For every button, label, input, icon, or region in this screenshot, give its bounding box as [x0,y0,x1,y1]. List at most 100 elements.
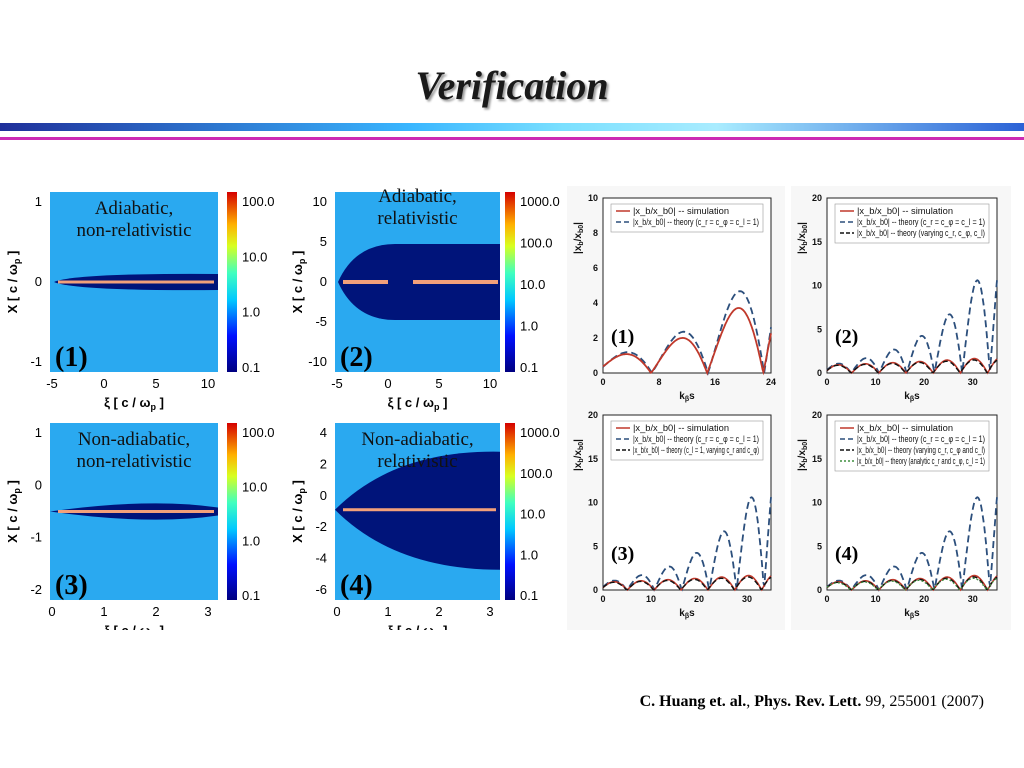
axis-subscript: b0 [802,442,809,450]
axis-bracket: ] [156,395,164,410]
line-plot-2: |x_b/x_b0| -- simulation|x_b/x_b0| -- th… [791,186,1011,413]
axis-variable: s [689,391,695,402]
legend-entry: |x_b/x_b0| -- theory (varying c_r, c_φ, … [857,228,985,238]
plot-y-tick: 20 [588,410,598,420]
density-map-2: Adiabatic,relativistic (2) 10 5 0 -5 -10 -5 0 5 10… [290,186,560,412]
citation-authors: C. Huang et. al. [639,693,747,710]
plot-x-tick: 30 [742,594,752,604]
axis-subscript: b [578,458,585,462]
axis-subscript: p [297,258,307,264]
theory-curve [602,290,772,376]
legend-entry: |x_b/x_b0| -- simulation [857,423,953,433]
density-map-3: Non-adiabatic,non-relativistic (3) 1 0 -1 -2 0… [5,423,275,630]
map-y-tick: 0 [35,477,42,492]
axis-subscript: p [12,258,22,264]
colorbar-tick: 1000.0 [520,194,560,209]
map-y-axis-label: X [ c / ωp ] [5,480,22,543]
plot-x-axis-label: kβs [679,391,695,403]
legend-entry: |x_b/x_b0| -- simulation [857,206,953,216]
plot-x-tick: 20 [694,594,704,604]
map-caption-line: Adiabatic, [378,186,457,207]
beam-body [413,280,498,284]
plot-y-tick: 0 [593,585,598,595]
axis-bar: | [797,439,808,442]
colorbar-tick: 0.1 [520,588,538,603]
axis-variable: s [914,608,920,619]
map-y-tick: 5 [320,234,327,249]
colorbar-tick: 0.1 [520,360,538,375]
map-panel-label: (1) [55,342,88,373]
axis-subscript: p [297,488,307,494]
map-y-tick: 1 [35,425,42,440]
theory-curve [826,279,998,375]
axis-subscript: β [910,396,915,403]
axis-bracket: ] [5,480,20,488]
plot-y-tick: 20 [812,410,822,420]
axis-bracket: ] [156,623,164,630]
plot-y-tick: 10 [588,193,598,203]
colorbar [505,423,515,600]
header-magenta-rule [0,137,1024,140]
map-x-tick: -5 [331,376,343,391]
map-x-tick: 10 [201,376,215,391]
map-x-tick: 2 [435,604,442,619]
legend-entry: |x_b/x_b0| -- theory (varying c_r, c_φ a… [857,445,985,455]
plot-x-tick: 0 [600,377,605,387]
line-plot-4: |x_b/x_b0| -- simulation |x_b/x_b0| -- th… [791,403,1011,630]
legend-entry: |x_b/x_b0| -- theory (c_r = c_φ = c_l = … [857,217,985,227]
map-x-tick: 5 [152,376,159,391]
map-caption-line: Non-adiabatic, [361,429,473,450]
map-x-tick: 0 [384,376,391,391]
beam [343,508,496,512]
map-caption-line: relativistic [377,451,457,472]
map-y-tick: 0 [35,274,42,289]
plot-y-tick: 15 [812,454,822,464]
plot-x-tick: 10 [871,377,881,387]
legend-entry: |x_b/x_b0| -- theory (c_r = c_φ = c_l = … [633,217,759,227]
colorbar-tick: 1.0 [520,319,538,334]
map-x-axis-label: ξ [ c / ωp ] [104,623,164,630]
plot-x-tick: 0 [600,594,605,604]
legend-box [610,420,764,461]
legend-entry: |x_b/x_b0| -- theory (analytic c_r and c… [857,456,985,466]
axis-subscript: β [685,396,690,403]
legend-box [610,203,764,233]
axis-subscript: b0 [578,442,585,450]
plot-y-tick: 0 [593,368,598,378]
axis-subscript: b [578,241,585,245]
plot-x-tick: 24 [766,377,776,387]
plot-x-tick: 8 [656,377,661,387]
axis-slash: /x [797,233,808,242]
map-x-tick: 5 [435,376,442,391]
plot-y-tick: 8 [593,228,598,238]
map-caption-line: relativistic [377,208,457,229]
axis-bracket: ] [290,251,305,259]
line-plot-1: |x_b/x_b0| -- simulation|x_b/x_b0| -- th… [567,186,785,413]
axis-bar: | [797,222,808,225]
axis-slash: /x [573,233,584,242]
axis-subscript: b [802,241,809,245]
colorbar-tick: 100.0 [520,236,553,251]
varying-theory-curve [826,359,998,374]
map-y-tick: -1 [30,354,42,369]
axis-subscript: b0 [578,225,585,233]
plot-y-tick: 5 [817,541,822,551]
axis-bracket: ] [439,395,447,410]
map-y-tick: 10 [313,194,327,209]
axis-subscript: p [12,488,22,494]
plot-panel-label: (3) [611,543,634,565]
plot-y-tick: 20 [812,193,822,203]
plot-y-tick: 0 [817,585,822,595]
map-y-tick: 1 [35,194,42,209]
legend-entry: |x_b/x_b0| -- theory (c_r = c_φ = c_l = … [633,434,759,444]
map-y-tick: -10 [308,354,327,369]
map-y-tick: 4 [320,425,327,440]
citation-reference: 99, 255001 (2007) [861,693,984,710]
colorbar-tick: 100.0 [520,466,553,481]
plot-x-tick: 10 [646,594,656,604]
map-x-axis-label: ξ [ c / ωp ] [104,395,164,412]
citation: C. Huang et. al., Phys. Rev. Lett. 99, 2… [639,693,984,710]
colorbar-tick: 1.0 [242,305,260,320]
map-y-tick: -6 [315,582,327,597]
map-x-tick: 0 [333,604,340,619]
